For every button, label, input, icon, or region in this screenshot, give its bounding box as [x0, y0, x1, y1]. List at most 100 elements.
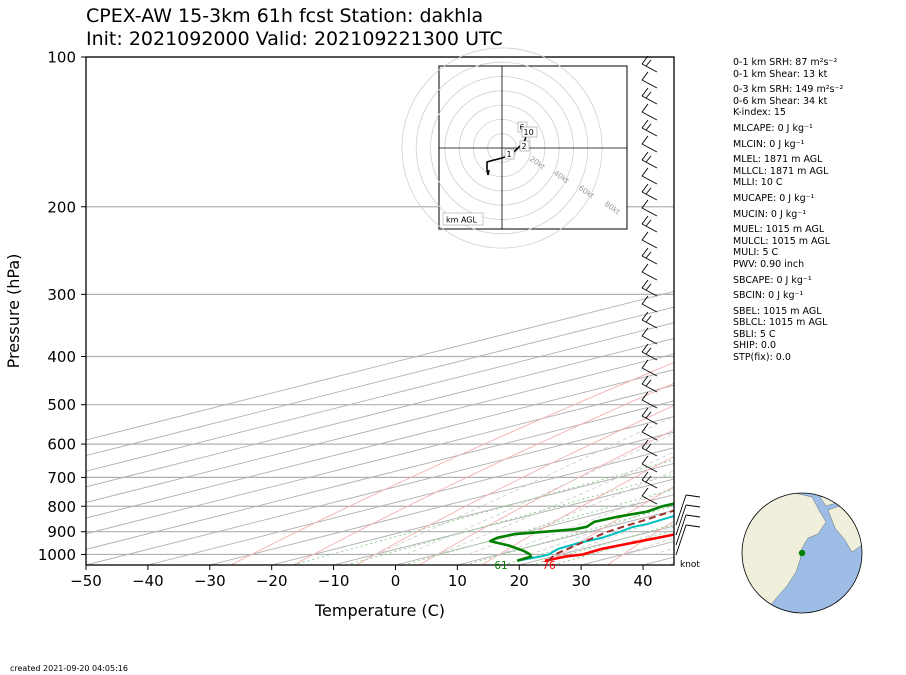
wind-barb	[641, 447, 658, 457]
wind-barb	[641, 127, 658, 137]
isotherm-line	[86, 416, 674, 565]
chart-title-line1: CPEX-AW 15-3km 61h fcst Station: dakhla	[86, 5, 484, 27]
wind-barb	[641, 367, 658, 377]
wind-barbs	[641, 55, 701, 556]
plot-frame	[85, 56, 675, 566]
index-line: SHIP: 0.0	[733, 340, 777, 352]
isotherm-line	[147, 431, 674, 565]
wind-barb-flag	[641, 247, 649, 257]
wind-barb	[641, 319, 658, 329]
wind-barb-flag	[641, 487, 649, 497]
x-tick-label: 20	[510, 572, 529, 590]
wind-barb	[641, 143, 658, 153]
wind-barb	[641, 175, 658, 185]
hodograph-frame	[438, 65, 628, 230]
wind-barb	[641, 479, 658, 489]
dry-adiabat	[293, 382, 674, 565]
wind-barb-flag	[641, 263, 649, 273]
isotherm-line	[86, 306, 674, 457]
isotherm-line	[271, 462, 674, 565]
x-tick-label: −50	[70, 572, 102, 590]
isotherm-line	[86, 369, 674, 519]
hodograph-height-box	[521, 126, 538, 138]
wind-barb-flag	[641, 343, 649, 353]
wind-barb-flag	[645, 411, 652, 419]
index-line: MULI: 5 C	[733, 247, 779, 259]
wind-barb	[641, 495, 658, 505]
wind-barb	[641, 239, 658, 249]
wind-barb-flag	[645, 379, 652, 387]
wind-barb-flag	[645, 219, 652, 227]
wind-barb	[641, 431, 658, 441]
wind-barb-flag	[641, 151, 649, 161]
index-panel: 0-1 km SRH: 87 m²s⁻² 0-1 km Shear: 13 kt 0…	[733, 57, 843, 364]
wetbulb-profile	[516, 514, 674, 562]
hodograph-height-label: 1	[507, 150, 512, 159]
index-line: SBEL: 1015 m AGL	[733, 305, 822, 317]
index-line: MUCAPE: 0 J kg⁻¹	[733, 192, 815, 204]
wind-barb	[641, 111, 658, 121]
hodograph-height-label: 2	[522, 142, 527, 151]
wind-barb-flag	[645, 475, 652, 483]
wind-barb	[641, 191, 658, 201]
wind-barb-flag	[645, 443, 652, 451]
wind-barb-flag	[645, 347, 652, 355]
mixing-ratio-line	[464, 505, 674, 565]
index-line: 0-1 km Shear: 13 kt	[733, 68, 828, 80]
wind-barb-flag	[685, 514, 701, 518]
hodograph-height-box	[504, 148, 515, 160]
wind-barb	[641, 383, 658, 393]
wind-barb-low	[675, 494, 687, 526]
wind-barb-flag	[645, 59, 652, 67]
wind-barb	[641, 463, 658, 473]
wind-barb-flag	[641, 135, 649, 145]
y-tick-label: 100	[47, 49, 76, 67]
wind-barb-flag	[641, 295, 649, 305]
index-line: 0-1 km SRH: 87 m²s⁻²	[733, 57, 838, 68]
index-line: STP(fix): 0.0	[733, 352, 791, 364]
isotherm-line	[333, 478, 674, 565]
index-line: MLCIN: 0 J kg⁻¹	[733, 138, 805, 150]
wind-barb	[641, 255, 658, 265]
wind-barb	[641, 399, 658, 409]
index-line: MLEL: 1871 m AGL	[733, 154, 823, 166]
wind-barb-flag	[641, 455, 649, 465]
wind-barb-flag	[685, 524, 701, 528]
wind-barb	[641, 223, 658, 233]
globe-outline	[741, 492, 863, 614]
profile-lines	[488, 502, 674, 563]
background-lines	[86, 57, 906, 565]
wind-barb-flag	[645, 315, 652, 323]
chart-title-line2: Init: 2021092000 Valid: 202109221300 UTC	[86, 28, 503, 50]
wind-barb-flag	[641, 439, 649, 449]
dry-adiabat	[544, 486, 674, 565]
created-timestamp: created 2021-09-20 04:05:16	[10, 664, 128, 673]
dry-adiabat	[230, 362, 674, 565]
wind-barb-flag	[641, 199, 649, 209]
index-line: SBLI: 5 C	[733, 328, 776, 340]
dry-adiabat	[356, 404, 674, 565]
isotherm-line	[86, 337, 674, 488]
y-tick-label: 500	[47, 396, 76, 414]
wind-barb	[641, 271, 658, 281]
dry-adiabat	[859, 57, 906, 565]
wind-barb-flag	[645, 91, 652, 99]
index-line: MLLCL: 1871 m AGL	[733, 165, 829, 177]
y-tick-label: 800	[47, 498, 76, 516]
index-line: MLLI: 10 C	[733, 177, 783, 189]
wind-unit-label: knot	[680, 560, 700, 570]
dry-adiabat	[481, 455, 674, 565]
wind-barb-flag	[645, 251, 652, 259]
wind-barb-flag	[645, 283, 652, 291]
location-globe	[741, 492, 863, 614]
index-line: MUCIN: 0 J kg⁻¹	[733, 208, 807, 220]
x-axis-label: Temperature (C)	[314, 601, 445, 620]
y-tick-label: 400	[47, 348, 76, 366]
mixing-ratio-line	[292, 459, 674, 565]
x-tick-label: −10	[318, 572, 350, 590]
hodograph-height-box	[519, 140, 530, 152]
wind-barb-flag	[645, 123, 652, 131]
wind-barb-flag	[641, 359, 649, 369]
wind-barb-flag	[685, 494, 701, 498]
wind-barb	[641, 79, 658, 89]
